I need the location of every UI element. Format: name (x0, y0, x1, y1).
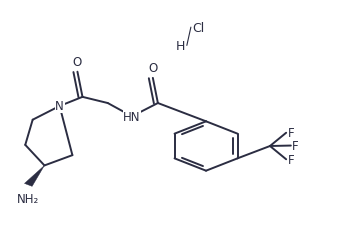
Polygon shape (24, 166, 45, 186)
Text: F: F (288, 127, 294, 140)
Text: O: O (148, 62, 158, 74)
Text: N: N (55, 100, 64, 113)
Text: O: O (73, 55, 82, 68)
Text: Cl: Cl (193, 22, 205, 35)
Text: NH₂: NH₂ (17, 192, 40, 205)
Text: HN: HN (123, 110, 141, 123)
Text: F: F (292, 139, 299, 152)
Text: F: F (288, 153, 294, 166)
Text: H: H (176, 40, 186, 53)
